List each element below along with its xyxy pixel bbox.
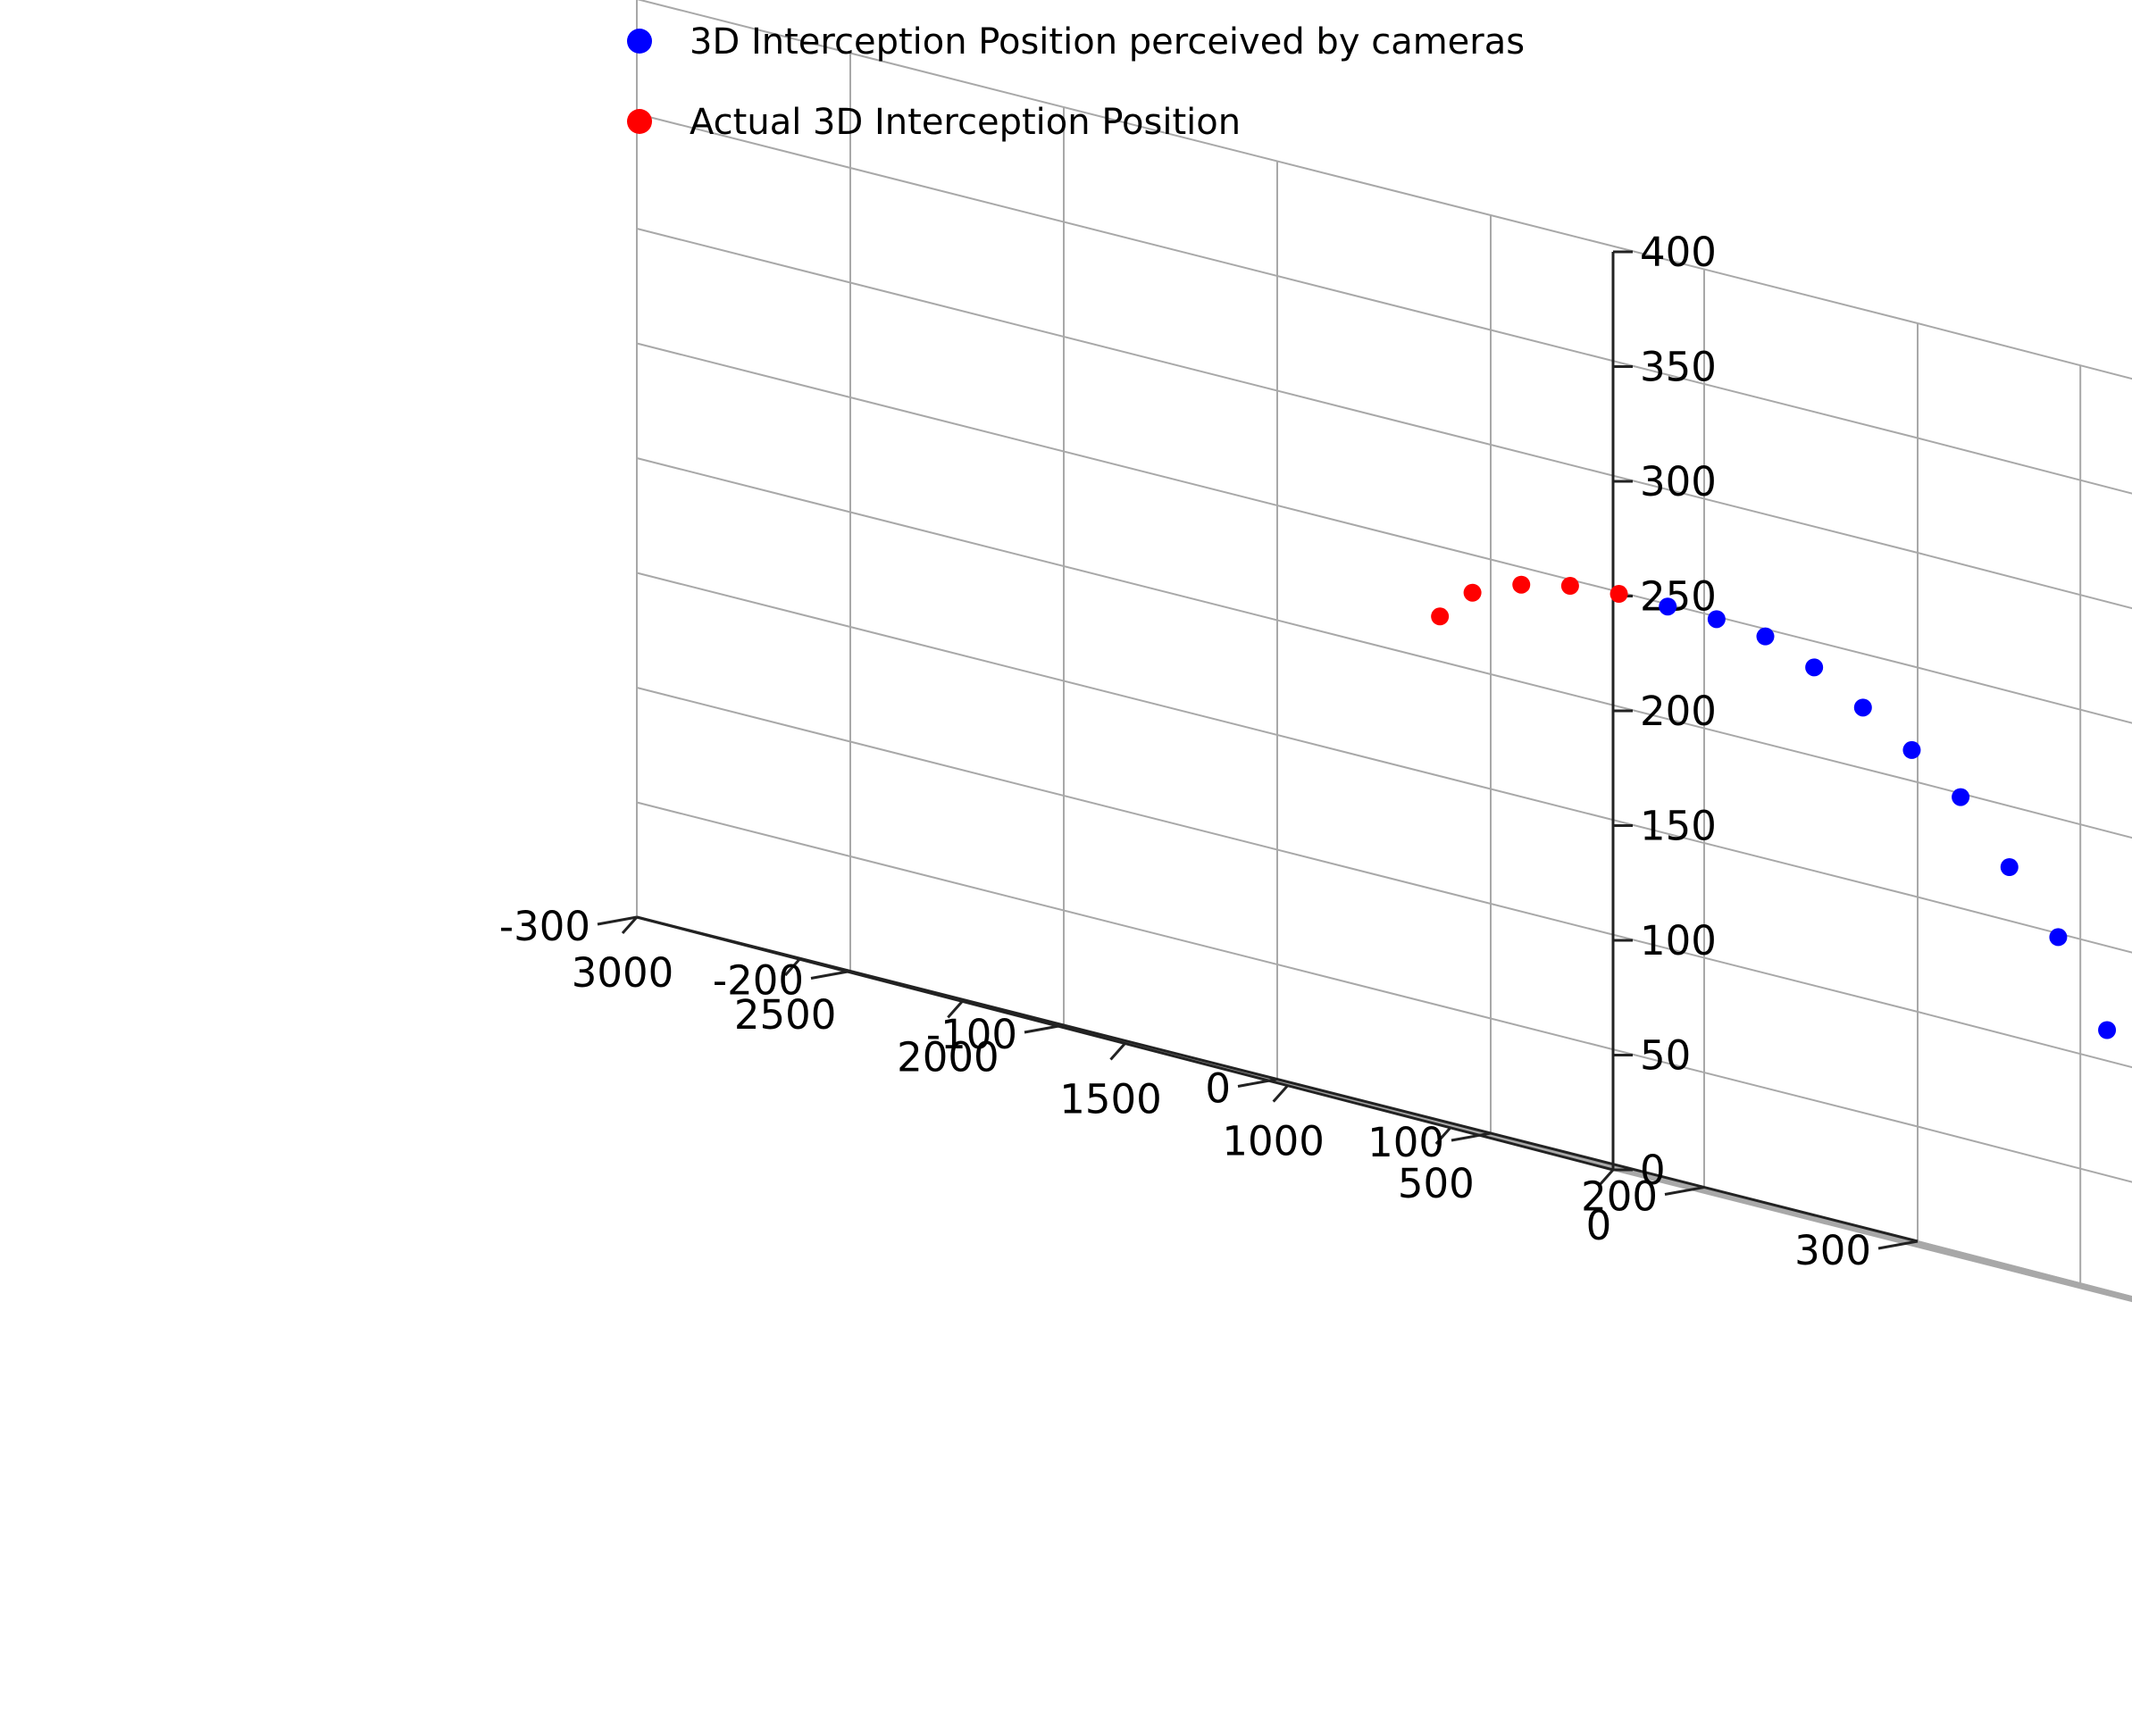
floor-grid-line-x bbox=[1451, 1128, 2132, 1452]
z-tick-label: 300 bbox=[1640, 458, 1717, 505]
back-wall-grid-horizontal bbox=[1918, 438, 2132, 691]
data-points bbox=[1431, 576, 2132, 1341]
z-tick-label: 50 bbox=[1640, 1032, 1691, 1080]
floor-grid-line-x bbox=[1613, 1170, 2132, 1494]
x-tick-label: 3000 bbox=[572, 949, 674, 997]
data-point bbox=[1512, 576, 1530, 594]
floor-grid-line-x bbox=[962, 1001, 2132, 1325]
back-wall-grid-horizontal bbox=[1918, 782, 2132, 1035]
data-point bbox=[1708, 610, 1726, 628]
legend-marker bbox=[627, 109, 652, 134]
data-point bbox=[1757, 628, 1775, 646]
back-wall-grid-horizontal bbox=[1918, 553, 2132, 805]
x-tick-label: 1500 bbox=[1059, 1076, 1162, 1123]
y-tick-label: 0 bbox=[1205, 1065, 1231, 1113]
z-tick-label: 0 bbox=[1640, 1147, 1666, 1194]
data-point bbox=[1464, 584, 1482, 602]
legend-marker bbox=[627, 29, 652, 54]
data-point bbox=[2098, 1022, 2116, 1039]
y-tick-mark bbox=[1024, 1025, 1064, 1032]
legend: 3D Interception Position perceived by ca… bbox=[627, 21, 1525, 143]
x-tick-label: 1000 bbox=[1222, 1118, 1325, 1165]
z-tick-label: 250 bbox=[1640, 573, 1717, 621]
back-wall-grid-horizontal bbox=[1918, 323, 2132, 576]
y-tick-label: -100 bbox=[926, 1011, 1017, 1058]
z-tick-label: 150 bbox=[1640, 803, 1717, 850]
data-point bbox=[1952, 789, 1969, 806]
z-tick-label: 400 bbox=[1640, 229, 1717, 276]
z-tick-label: 100 bbox=[1640, 917, 1717, 964]
legend-label: 3D Interception Position perceived by ca… bbox=[690, 21, 1525, 63]
x-tick-mark bbox=[1111, 1044, 1125, 1060]
back-wall-grid-horizontal bbox=[1918, 897, 2132, 1150]
x-tick-mark bbox=[1274, 1086, 1288, 1102]
y-tick-label: -300 bbox=[499, 903, 590, 950]
data-point bbox=[1610, 585, 1628, 603]
back-wall-grid-horizontal bbox=[1918, 668, 2132, 921]
y-tick-label: -200 bbox=[713, 957, 804, 1005]
z-tick-label: 200 bbox=[1640, 688, 1717, 735]
data-point bbox=[2001, 858, 2019, 876]
data-point bbox=[1902, 741, 1920, 759]
data-point bbox=[1431, 607, 1449, 625]
floor-grid-line-y bbox=[1918, 1241, 2132, 1494]
y-tick-mark bbox=[811, 972, 850, 979]
y-tick-label: 100 bbox=[1367, 1119, 1444, 1166]
back-wall-grid-horizontal bbox=[1918, 1012, 2132, 1264]
data-point bbox=[1659, 597, 1676, 615]
data-point bbox=[2049, 928, 2067, 946]
x-tick-label: 500 bbox=[1398, 1160, 1475, 1207]
back-wall-grid-horizontal bbox=[1918, 1241, 2132, 1494]
y-tick-label: 300 bbox=[1794, 1227, 1871, 1274]
y-tick-mark bbox=[1238, 1080, 1277, 1087]
legend-label: Actual 3D Interception Position bbox=[690, 102, 1241, 143]
data-point bbox=[1561, 577, 1579, 595]
data-point bbox=[1805, 658, 1823, 676]
data-point bbox=[1854, 698, 1872, 716]
z-tick-label: 350 bbox=[1640, 344, 1717, 391]
